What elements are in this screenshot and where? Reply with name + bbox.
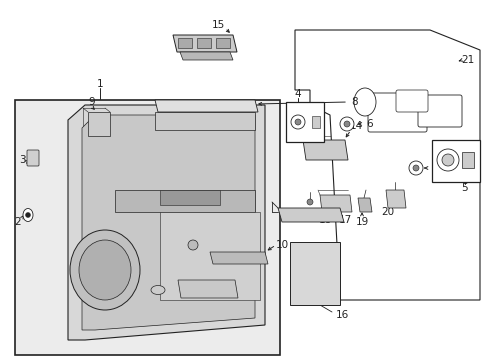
Ellipse shape (353, 88, 375, 116)
FancyBboxPatch shape (27, 150, 39, 166)
Text: 1: 1 (97, 79, 103, 89)
Text: 20: 20 (381, 207, 394, 217)
Text: 5: 5 (461, 183, 468, 193)
Circle shape (441, 154, 453, 166)
Bar (197, 38, 210, 48)
Bar (461, 152, 473, 168)
Circle shape (25, 212, 30, 217)
Polygon shape (357, 198, 371, 212)
Text: 11: 11 (171, 271, 184, 281)
Circle shape (290, 115, 305, 129)
Ellipse shape (151, 285, 164, 294)
Text: 17: 17 (338, 215, 351, 225)
Polygon shape (115, 190, 254, 212)
Text: 9: 9 (88, 97, 95, 107)
Polygon shape (319, 195, 351, 212)
Bar (15, 100, 280, 355)
FancyBboxPatch shape (367, 93, 426, 132)
Polygon shape (160, 212, 260, 300)
Circle shape (408, 161, 422, 175)
Text: 10: 10 (275, 240, 288, 250)
Polygon shape (278, 208, 343, 222)
Polygon shape (68, 105, 264, 340)
Text: 3: 3 (19, 155, 25, 165)
Text: 8: 8 (351, 97, 358, 107)
Polygon shape (303, 140, 347, 160)
Polygon shape (88, 112, 110, 136)
Circle shape (306, 199, 312, 205)
Polygon shape (311, 116, 319, 128)
Circle shape (436, 149, 458, 171)
Text: 6: 6 (366, 119, 372, 129)
Polygon shape (385, 190, 405, 208)
Polygon shape (160, 190, 220, 205)
Text: 2: 2 (15, 217, 21, 227)
Circle shape (294, 119, 301, 125)
Circle shape (343, 121, 349, 127)
Text: 16: 16 (335, 310, 348, 320)
Text: 15: 15 (211, 20, 224, 30)
Circle shape (412, 165, 418, 171)
Circle shape (187, 240, 198, 250)
Text: 13: 13 (171, 290, 184, 300)
Bar (178, 38, 192, 48)
Text: 7: 7 (432, 163, 438, 173)
Text: 12: 12 (211, 237, 224, 247)
Bar (285, 102, 324, 142)
Ellipse shape (23, 208, 33, 221)
Bar (431, 140, 479, 182)
Polygon shape (209, 252, 267, 264)
Text: 18: 18 (318, 215, 331, 225)
FancyBboxPatch shape (395, 90, 427, 112)
Text: 4: 4 (294, 89, 301, 99)
Text: 14: 14 (348, 121, 362, 131)
Text: 21: 21 (461, 55, 474, 65)
Polygon shape (155, 112, 254, 130)
Polygon shape (294, 30, 479, 300)
Polygon shape (178, 280, 238, 298)
Bar (216, 38, 229, 48)
FancyBboxPatch shape (417, 95, 461, 127)
Polygon shape (180, 52, 232, 60)
Ellipse shape (70, 230, 140, 310)
Polygon shape (173, 35, 237, 52)
Text: 19: 19 (355, 217, 368, 227)
Ellipse shape (79, 240, 131, 300)
Polygon shape (155, 100, 258, 112)
Polygon shape (82, 115, 254, 330)
Circle shape (339, 117, 353, 131)
Polygon shape (289, 242, 339, 305)
